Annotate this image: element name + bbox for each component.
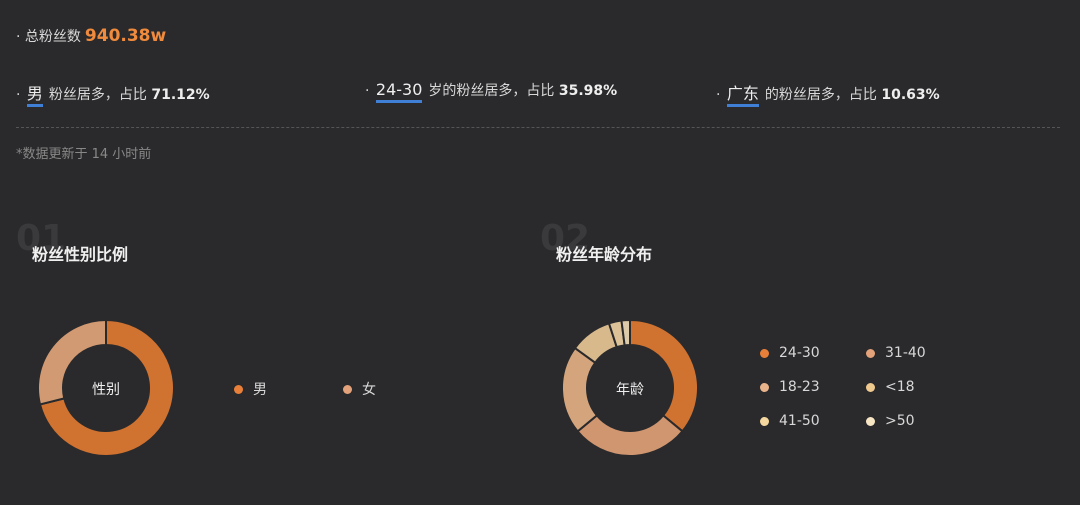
total-fans-value: 940.38w — [84, 26, 167, 46]
section-title-gender: 粉丝性别比例 — [32, 245, 129, 264]
gender-donut-label: 性别 — [92, 382, 120, 398]
legend-dot-icon — [866, 382, 875, 392]
slice-24-30 — [629, 318, 699, 433]
divider — [16, 127, 1060, 128]
legend-label: 18-23 — [779, 379, 820, 395]
section-number: 02 — [540, 218, 591, 259]
legend-label: 24-30 — [779, 345, 820, 361]
legend-item[interactable]: >50 — [866, 413, 915, 429]
slice-31-40 — [576, 413, 684, 457]
legend-label: <18 — [885, 379, 915, 395]
stat-gender: · 男粉丝居多，占比 71.12% — [16, 80, 210, 107]
legend-dot-icon — [760, 382, 769, 392]
age-donut-chart — [561, 318, 699, 457]
slice-男 — [38, 318, 175, 457]
slice-女 — [37, 318, 107, 406]
age-donut-label: 年龄 — [616, 382, 644, 398]
legend-dot-icon — [866, 348, 875, 358]
section-number: 01 — [16, 218, 67, 259]
legend-dot-icon — [760, 348, 769, 358]
slice->50 — [620, 318, 631, 347]
legend-item[interactable]: 18-23 — [760, 379, 820, 395]
update-note: *数据更新于 14 小时前 — [16, 147, 152, 162]
legend-label: >50 — [885, 413, 915, 429]
legend-dot-icon — [866, 416, 875, 426]
stat-age: · 24-30 岁的粉丝居多，占比 35.98% — [365, 80, 617, 103]
legend-label: 女 — [362, 382, 376, 398]
legend-item[interactable]: 24-30 — [760, 345, 820, 361]
legend-dot-icon — [234, 384, 243, 394]
section-title-age: 粉丝年龄分布 — [556, 245, 653, 264]
legend-dot-icon — [343, 384, 352, 394]
legend-item[interactable]: 男 — [234, 379, 267, 399]
legend-dot-icon — [760, 416, 769, 426]
legend-label: 41-50 — [779, 413, 820, 429]
gender-donut-chart — [37, 318, 175, 457]
legend-label: 男 — [253, 382, 267, 398]
legend-item[interactable]: 41-50 — [760, 413, 820, 429]
legend-item[interactable]: <18 — [866, 379, 915, 395]
stat-region: · 广东 的粉丝居多，占比 10.63% — [716, 80, 940, 107]
legend-item[interactable]: 女 — [343, 379, 376, 399]
total-fans: · 总粉丝数 940.38w — [16, 26, 167, 46]
legend-label: 31-40 — [885, 345, 926, 361]
legend-item[interactable]: 31-40 — [866, 345, 926, 361]
